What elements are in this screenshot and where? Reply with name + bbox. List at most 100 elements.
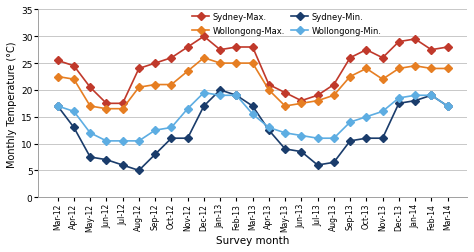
Sydney-Min. (250, 105, 255, 108)
Wollongong-Min. (201, 92, 207, 95)
Wollongong-Max. (201, 57, 207, 60)
Wollongong-Max. (120, 108, 126, 111)
Wollongong-Max. (185, 70, 191, 73)
Wollongong-Min. (87, 132, 93, 135)
Wollongong-Min. (234, 94, 239, 98)
Sydney-Min. (380, 137, 385, 140)
Wollongong-Max. (217, 62, 223, 65)
Wollongong-Min. (266, 127, 272, 130)
Wollongong-Min. (250, 113, 255, 116)
Sydney-Max. (201, 36, 207, 39)
Wollongong-Min. (380, 110, 385, 113)
Line: Sydney-Max.: Sydney-Max. (55, 34, 450, 107)
Wollongong-Min. (428, 94, 434, 98)
Wollongong-Max. (364, 68, 369, 71)
Sydney-Max. (234, 46, 239, 49)
Wollongong-Min. (152, 129, 158, 132)
Sydney-Min. (266, 129, 272, 132)
Sydney-Min. (234, 94, 239, 98)
Sydney-Max. (412, 38, 418, 41)
Sydney-Min. (103, 159, 109, 162)
Wollongong-Max. (347, 76, 353, 79)
Wollongong-Max. (315, 100, 320, 103)
Sydney-Min. (169, 137, 174, 140)
Wollongong-Max. (396, 68, 401, 71)
Wollongong-Max. (152, 84, 158, 87)
Wollongong-Max. (428, 68, 434, 71)
Wollongong-Max. (103, 108, 109, 111)
Sydney-Min. (299, 150, 304, 153)
Sydney-Min. (71, 127, 77, 130)
Sydney-Min. (201, 105, 207, 108)
Sydney-Max. (120, 102, 126, 105)
Wollongong-Min. (315, 137, 320, 140)
Sydney-Max. (380, 57, 385, 60)
Wollongong-Min. (55, 105, 61, 108)
Sydney-Max. (445, 46, 450, 49)
Line: Wollongong-Max.: Wollongong-Max. (55, 56, 450, 112)
Sydney-Max. (217, 49, 223, 52)
Sydney-Min. (282, 148, 288, 151)
Wollongong-Max. (87, 105, 93, 108)
Wollongong-Max. (55, 76, 61, 79)
Sydney-Max. (71, 65, 77, 68)
Wollongong-Min. (347, 121, 353, 124)
Wollongong-Min. (169, 127, 174, 130)
Wollongong-Min. (136, 140, 142, 143)
Sydney-Min. (428, 94, 434, 98)
Sydney-Max. (185, 46, 191, 49)
Wollongong-Min. (217, 94, 223, 98)
Wollongong-Min. (331, 137, 337, 140)
Sydney-Min. (331, 161, 337, 164)
Wollongong-Max. (71, 78, 77, 81)
Wollongong-Min. (103, 140, 109, 143)
Y-axis label: Monthly Temperature (°C): Monthly Temperature (°C) (7, 41, 17, 167)
Wollongong-Min. (396, 97, 401, 100)
Sydney-Max. (282, 92, 288, 95)
Wollongong-Max. (250, 62, 255, 65)
Wollongong-Min. (71, 110, 77, 113)
Sydney-Min. (217, 89, 223, 92)
Sydney-Min. (364, 137, 369, 140)
Wollongong-Max. (412, 65, 418, 68)
Wollongong-Max. (380, 78, 385, 81)
Sydney-Min. (120, 164, 126, 167)
Sydney-Max. (364, 49, 369, 52)
Sydney-Min. (87, 156, 93, 159)
Sydney-Max. (169, 57, 174, 60)
Sydney-Max. (55, 60, 61, 63)
Sydney-Min. (185, 137, 191, 140)
Sydney-Min. (445, 105, 450, 108)
Wollongong-Max. (234, 62, 239, 65)
Sydney-Max. (136, 68, 142, 71)
Sydney-Max. (103, 102, 109, 105)
Wollongong-Max. (331, 94, 337, 98)
Sydney-Max. (87, 86, 93, 89)
Sydney-Max. (266, 84, 272, 87)
Sydney-Min. (347, 140, 353, 143)
Wollongong-Min. (445, 105, 450, 108)
Line: Sydney-Min.: Sydney-Min. (55, 88, 450, 173)
Line: Wollongong-Min.: Wollongong-Min. (55, 90, 450, 144)
Sydney-Max. (152, 62, 158, 65)
Legend: Sydney-Max., Wollongong-Max., Sydney-Min., Wollongong-Min.: Sydney-Max., Wollongong-Max., Sydney-Min… (190, 11, 384, 38)
Sydney-Min. (152, 153, 158, 156)
Wollongong-Max. (282, 105, 288, 108)
Wollongong-Min. (120, 140, 126, 143)
Sydney-Max. (331, 84, 337, 87)
Sydney-Max. (315, 94, 320, 98)
Wollongong-Min. (364, 116, 369, 119)
Wollongong-Max. (266, 89, 272, 92)
Wollongong-Min. (185, 108, 191, 111)
Sydney-Min. (136, 169, 142, 172)
Sydney-Max. (396, 41, 401, 44)
Wollongong-Min. (299, 135, 304, 138)
Sydney-Max. (428, 49, 434, 52)
Wollongong-Max. (136, 86, 142, 89)
Sydney-Min. (412, 100, 418, 103)
Sydney-Max. (347, 57, 353, 60)
Sydney-Min. (396, 102, 401, 105)
Wollongong-Max. (169, 84, 174, 87)
Wollongong-Max. (445, 68, 450, 71)
Sydney-Min. (55, 105, 61, 108)
